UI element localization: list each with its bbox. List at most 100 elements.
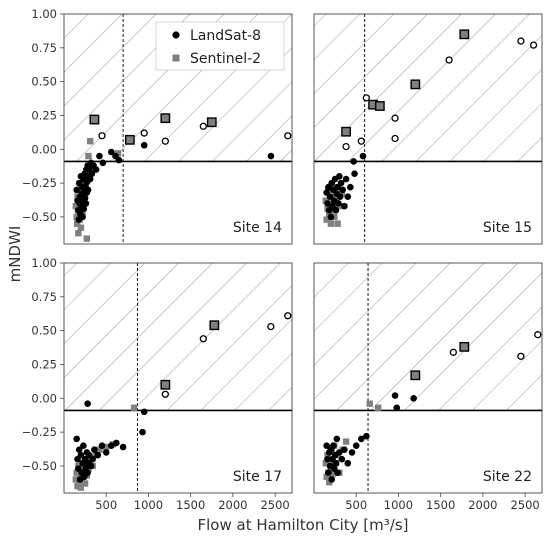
panel-frame xyxy=(63,13,293,245)
sentinel-point xyxy=(114,150,122,157)
x-tick-label: 2500 xyxy=(510,498,539,512)
y-tick-label: 0.75 xyxy=(31,290,57,304)
sentinel-point-outlined xyxy=(459,341,470,352)
sentinel-point-outlined xyxy=(89,114,100,125)
y-tick-label: −0.25 xyxy=(22,425,57,439)
landsat-point xyxy=(334,469,341,477)
landsat-point xyxy=(88,170,96,177)
sentinel-point xyxy=(79,179,87,187)
panel-site-17: Site 17 −0.50 −0.25 0.00 0.25 0.50 0.75 1.00 500… xyxy=(22,256,293,512)
landsat-point xyxy=(92,166,100,173)
y-tick-label: −0.50 xyxy=(22,459,57,473)
legend-label-sentinel: Sentinel-2 xyxy=(190,51,261,67)
panel-frame xyxy=(313,13,543,245)
landsat-point xyxy=(347,183,354,191)
landsat-point-open xyxy=(391,114,399,122)
landsat-point xyxy=(336,193,344,200)
landsat-point xyxy=(99,159,107,167)
landsat-point xyxy=(336,449,343,456)
landsat-point xyxy=(89,455,97,463)
landsat-point xyxy=(328,476,336,483)
landsat-point xyxy=(107,148,115,156)
landsat-point xyxy=(115,156,123,164)
landsat-point xyxy=(73,186,80,194)
sentinel-point xyxy=(85,152,92,160)
sentinel-point-outlined xyxy=(160,113,171,124)
landsat-point-open xyxy=(357,137,365,145)
landsat-point xyxy=(337,179,345,187)
sentinel-point xyxy=(73,469,80,476)
x-tick-label: 2000 xyxy=(218,498,247,512)
sentinel-point xyxy=(77,224,85,231)
panel-title: Site 22 xyxy=(483,469,532,485)
landsat-point-open xyxy=(284,312,292,320)
landsat-point xyxy=(332,206,340,214)
landsat-point xyxy=(333,435,341,443)
data-points xyxy=(322,29,538,227)
landsat-point xyxy=(357,435,365,443)
landsat-point xyxy=(86,175,94,183)
landsat-point-open xyxy=(529,41,538,49)
sentinel-point-outlined xyxy=(209,320,220,331)
x-tick-label: 500 xyxy=(95,498,117,512)
landsat-point xyxy=(339,186,347,194)
panel-frame xyxy=(63,262,293,494)
landsat-point xyxy=(139,428,146,436)
sentinel-point xyxy=(96,446,103,453)
landsat-point-open xyxy=(161,390,169,398)
y-tick-label: −0.25 xyxy=(22,176,57,190)
landsat-point xyxy=(363,432,370,440)
y-tick-label: 0.75 xyxy=(31,41,57,55)
landsat-point xyxy=(84,186,92,194)
landsat-point xyxy=(91,446,98,454)
sentinel-point xyxy=(78,465,85,472)
sentinel-point xyxy=(86,137,94,145)
sentinel-point xyxy=(329,206,336,214)
landsat-point-open xyxy=(199,335,207,343)
y-tick-label: 0.25 xyxy=(31,357,57,371)
landsat-point xyxy=(344,193,352,200)
landsat-point-open xyxy=(161,137,169,145)
landsat-point xyxy=(326,193,334,200)
landsat-point xyxy=(140,141,148,149)
sentinel-point-outlined xyxy=(341,126,351,137)
sentinel-point xyxy=(130,404,138,411)
sentinel-point-outlined xyxy=(374,101,385,111)
sentinel-point xyxy=(374,404,382,411)
sentinel-point xyxy=(73,220,81,227)
panel-title: Site 14 xyxy=(233,220,282,236)
landsat-point-open xyxy=(517,37,525,45)
landsat-point-open xyxy=(534,331,542,339)
y-tick-label: 0.50 xyxy=(31,75,57,89)
sentinel-point-outlined xyxy=(410,79,421,90)
legend-marker-sentinel xyxy=(172,54,180,62)
landsat-point xyxy=(323,442,330,449)
landsat-point xyxy=(113,439,120,447)
landsat-point xyxy=(325,469,332,477)
landsat-point xyxy=(342,175,350,183)
x-tick-label: 1000 xyxy=(134,498,163,512)
landsat-point xyxy=(94,451,102,459)
panel-frame xyxy=(313,262,543,494)
panel-title: Site 17 xyxy=(233,469,282,485)
landsat-point xyxy=(330,442,337,449)
landsat-point-open xyxy=(284,132,292,140)
sentinel-point xyxy=(366,400,373,407)
sentinel-point xyxy=(74,483,81,490)
y-tick-label: −0.50 xyxy=(22,210,57,224)
landsat-point xyxy=(77,451,85,459)
sentinel-point-outlined xyxy=(124,134,135,145)
legend-box xyxy=(155,21,285,71)
landsat-point xyxy=(98,442,106,449)
landsat-point xyxy=(344,459,352,467)
landsat-point xyxy=(75,446,83,454)
x-tick-label: 1000 xyxy=(384,498,413,512)
landsat-point xyxy=(324,455,331,463)
x-axis-label: Flow at Hamilton City [m³/s] xyxy=(198,516,409,534)
panel-site-22: Site 22 500 1000 1500 2000 2500 xyxy=(313,262,543,512)
sentinel-point xyxy=(83,235,90,242)
landsat-point xyxy=(140,408,148,416)
data-points xyxy=(72,312,292,491)
landsat-point xyxy=(336,173,343,180)
